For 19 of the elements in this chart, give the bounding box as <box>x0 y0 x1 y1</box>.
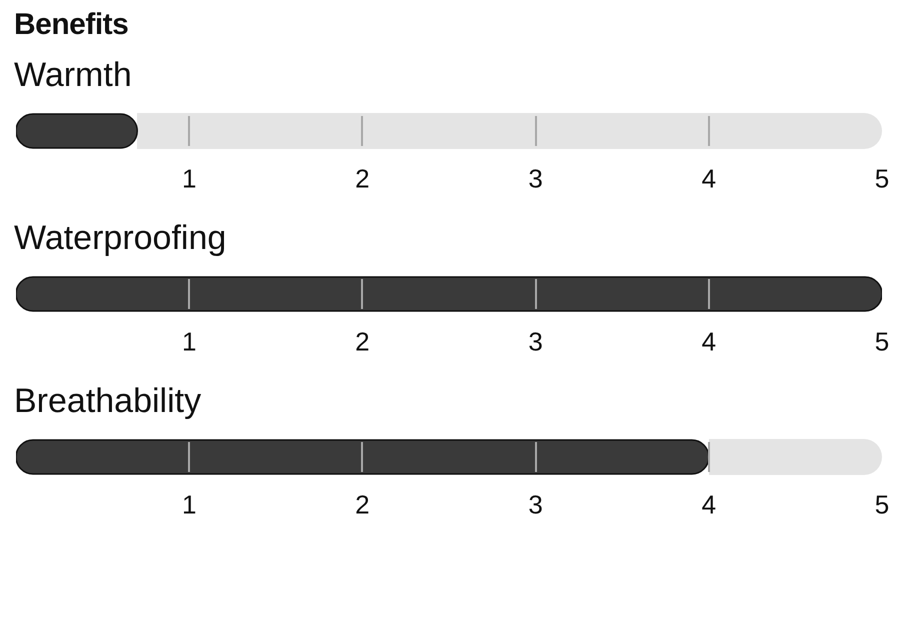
x-tick-label: 2 <box>355 489 370 520</box>
y-tick-label: Warmth <box>14 56 133 95</box>
x-tick-label: 4 <box>702 163 716 194</box>
y-tick-label: Breathability <box>14 382 202 421</box>
x-tick-label: 2 <box>355 163 370 194</box>
x-tick-label: 5 <box>874 326 890 356</box>
x-tick-label: 5 <box>874 489 890 520</box>
x-tick-label: 1 <box>182 326 196 356</box>
x-tick-label: 1 <box>182 489 196 520</box>
y-tick-label: Waterproofing <box>14 219 228 258</box>
x-tick-label: 1 <box>182 163 196 194</box>
x-tick-label: 2 <box>355 326 370 356</box>
x-tick-label: 3 <box>528 326 543 356</box>
x-tick-label: 3 <box>528 163 543 194</box>
x-tick-label: 4 <box>702 326 716 356</box>
text: Benefits <box>14 8 130 42</box>
x-tick-label: 5 <box>874 163 890 194</box>
x-tick-label: 4 <box>702 489 716 520</box>
x-tick-label: 3 <box>528 489 543 520</box>
